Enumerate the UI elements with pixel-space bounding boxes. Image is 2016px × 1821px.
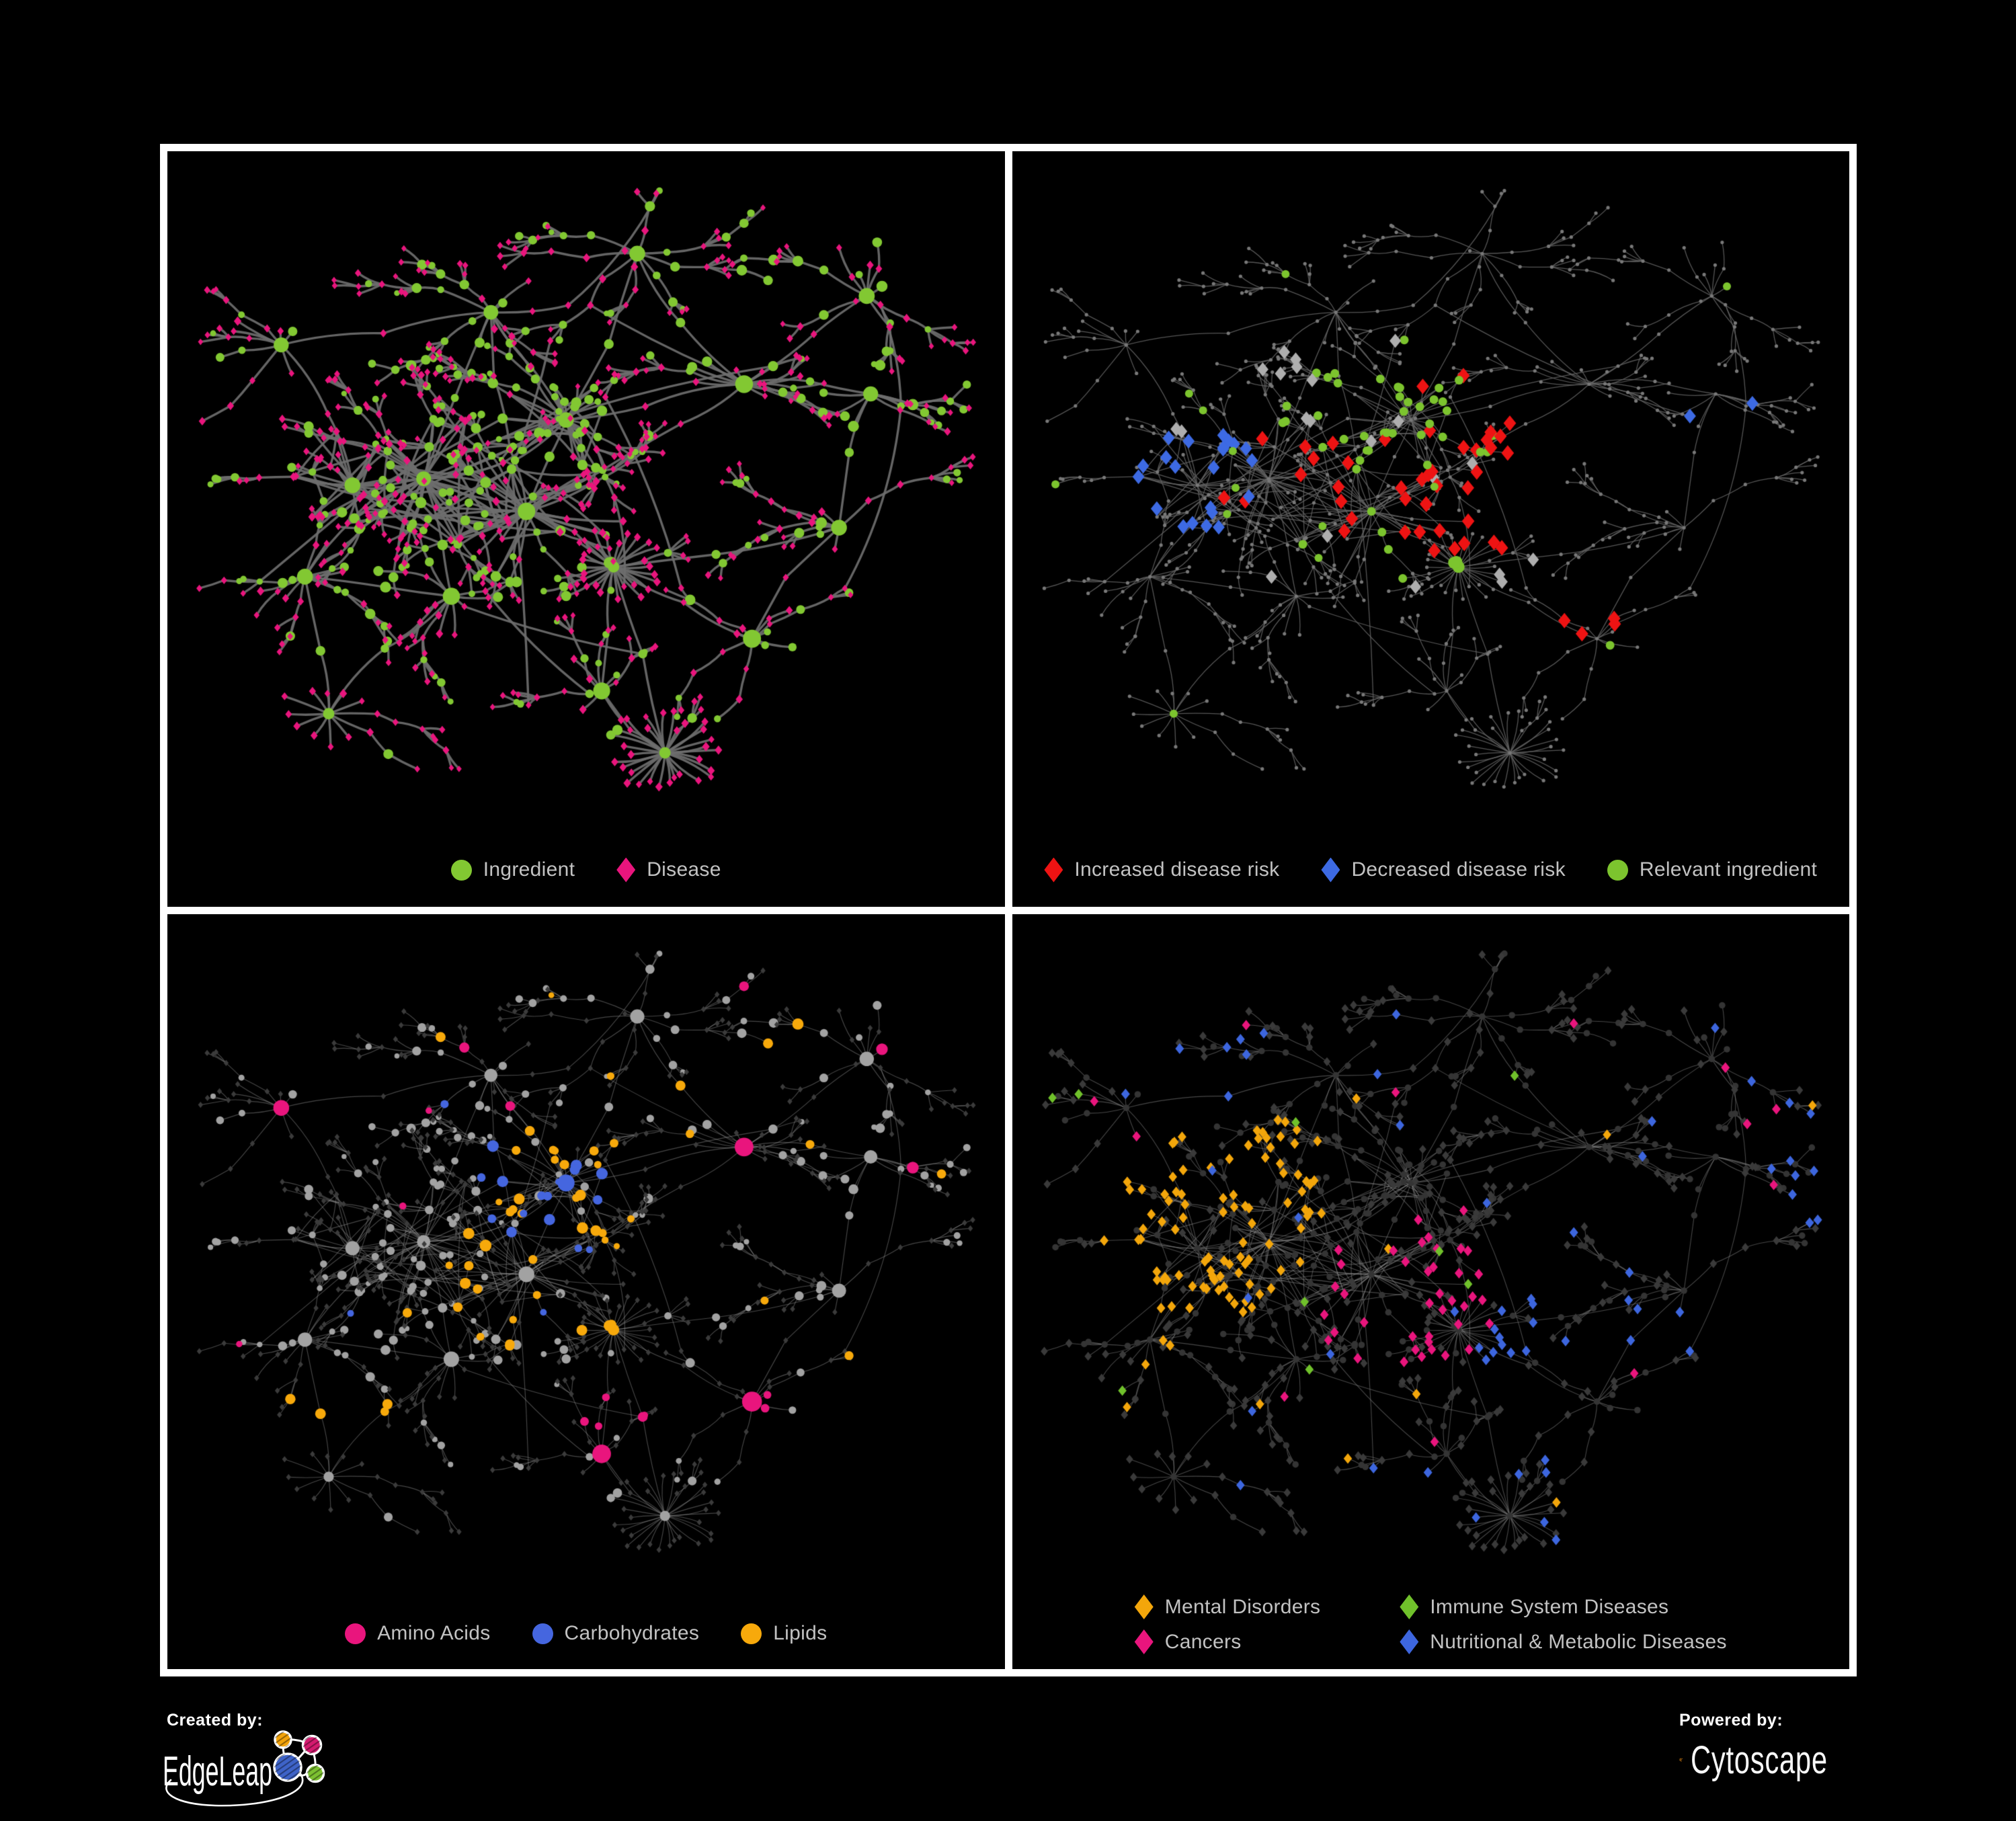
created-by-label: Created by: (167, 1711, 264, 1730)
legend-label: Cancers (1164, 1630, 1242, 1653)
amino-acids-circle-icon (345, 1623, 366, 1644)
compound-classes-network (167, 914, 1004, 1602)
legend-item: Lipids (741, 1622, 827, 1645)
mental-disorders-diamond-icon (1134, 1594, 1154, 1619)
edgeleap-credit: Created by: (161, 1711, 477, 1818)
legend-label: Amino Acids (377, 1622, 491, 1644)
legend-disease-categories: Mental Disorders Immune System Diseases … (1134, 1594, 1727, 1654)
legend-item: Amino Acids (345, 1622, 490, 1645)
disease-risk-network (1012, 151, 1849, 839)
powered-by-label: Powered by: (1679, 1711, 1783, 1730)
carbohydrates-circle-icon (532, 1623, 553, 1644)
panel-disease-risk: Increased disease risk Decreased disease… (1012, 151, 1850, 907)
legend-item: Increased disease risk (1044, 857, 1280, 883)
cytoscape-credit: Powered by: (1679, 1711, 1881, 1818)
increased-risk-diamond-icon (1044, 857, 1063, 883)
relevant-ingredient-circle-icon (1607, 859, 1628, 881)
legend-compound-classes: Amino Acids Carbohydrates Lipids (167, 1622, 1005, 1645)
legend-label: Nutritional & Metabolic Diseases (1430, 1630, 1727, 1653)
edgeleap-node-green-texture (307, 1765, 324, 1782)
ingredient-disease-network (167, 151, 1004, 839)
edgeleap-node-pink-texture (303, 1736, 321, 1754)
legend-label: Immune System Diseases (1430, 1595, 1669, 1618)
legend-disease-risk: Increased disease risk Decreased disease… (1012, 857, 1850, 883)
panel-disease-categories: Mental Disorders Immune System Diseases … (1012, 914, 1849, 1669)
ingredient-circle-icon (450, 859, 472, 881)
edgeleap-node-orange-texture (275, 1732, 291, 1748)
cytoscape-icon (1679, 1758, 1683, 1762)
legend-item: Immune System Diseases (1400, 1594, 1726, 1619)
legend-item: Ingredient (450, 858, 575, 881)
disease-diamond-icon (616, 857, 636, 883)
edgeleap-swoosh (165, 1771, 304, 1807)
legend-label: Relevant ingredient (1639, 858, 1818, 881)
legend-label: Lipids (773, 1622, 828, 1644)
immune-diseases-diamond-icon (1400, 1594, 1419, 1619)
nutritional-metabolic-diamond-icon (1400, 1629, 1419, 1654)
panel-compound-classes: Amino Acids Carbohydrates Lipids (167, 914, 1005, 1669)
legend-label: Ingredient (483, 858, 575, 881)
legend-label: Increased disease risk (1074, 858, 1280, 881)
legend-item: Decreased disease risk (1321, 857, 1566, 883)
cancers-diamond-icon (1134, 1629, 1154, 1654)
edgeleap-wordmark: EdgeLeap (163, 1748, 272, 1795)
legend-label: Decreased disease risk (1351, 858, 1566, 881)
panel-grid: Ingredient Disease Increased disease ris… (160, 144, 1857, 1676)
legend-item: Carbohydrates (532, 1622, 700, 1645)
legend-item: Cancers (1134, 1629, 1321, 1654)
cytoscape-wordmark: Cytoscape (1690, 1738, 1828, 1782)
disease-categories-network (1012, 914, 1849, 1602)
legend-label: Carbohydrates (564, 1622, 700, 1644)
edgeleap-node-blue-texture (274, 1754, 301, 1781)
cytoscape-brand-row: Cytoscape (1679, 1734, 1881, 1785)
legend-item: Relevant ingredient (1607, 858, 1817, 881)
panel-ingredient-disease: Ingredient Disease (167, 151, 1005, 907)
lipids-circle-icon (741, 1623, 762, 1644)
legend-item: Mental Disorders (1134, 1594, 1321, 1619)
legend-ingredient-disease: Ingredient Disease (167, 857, 1005, 883)
legend-label: Mental Disorders (1164, 1595, 1321, 1618)
legend-item: Disease (616, 857, 721, 883)
edgeleap-logo: EdgeLeap (163, 1730, 325, 1807)
legend-label: Disease (647, 858, 721, 881)
decreased-risk-diamond-icon (1321, 857, 1340, 883)
legend-item: Nutritional & Metabolic Diseases (1400, 1629, 1726, 1654)
